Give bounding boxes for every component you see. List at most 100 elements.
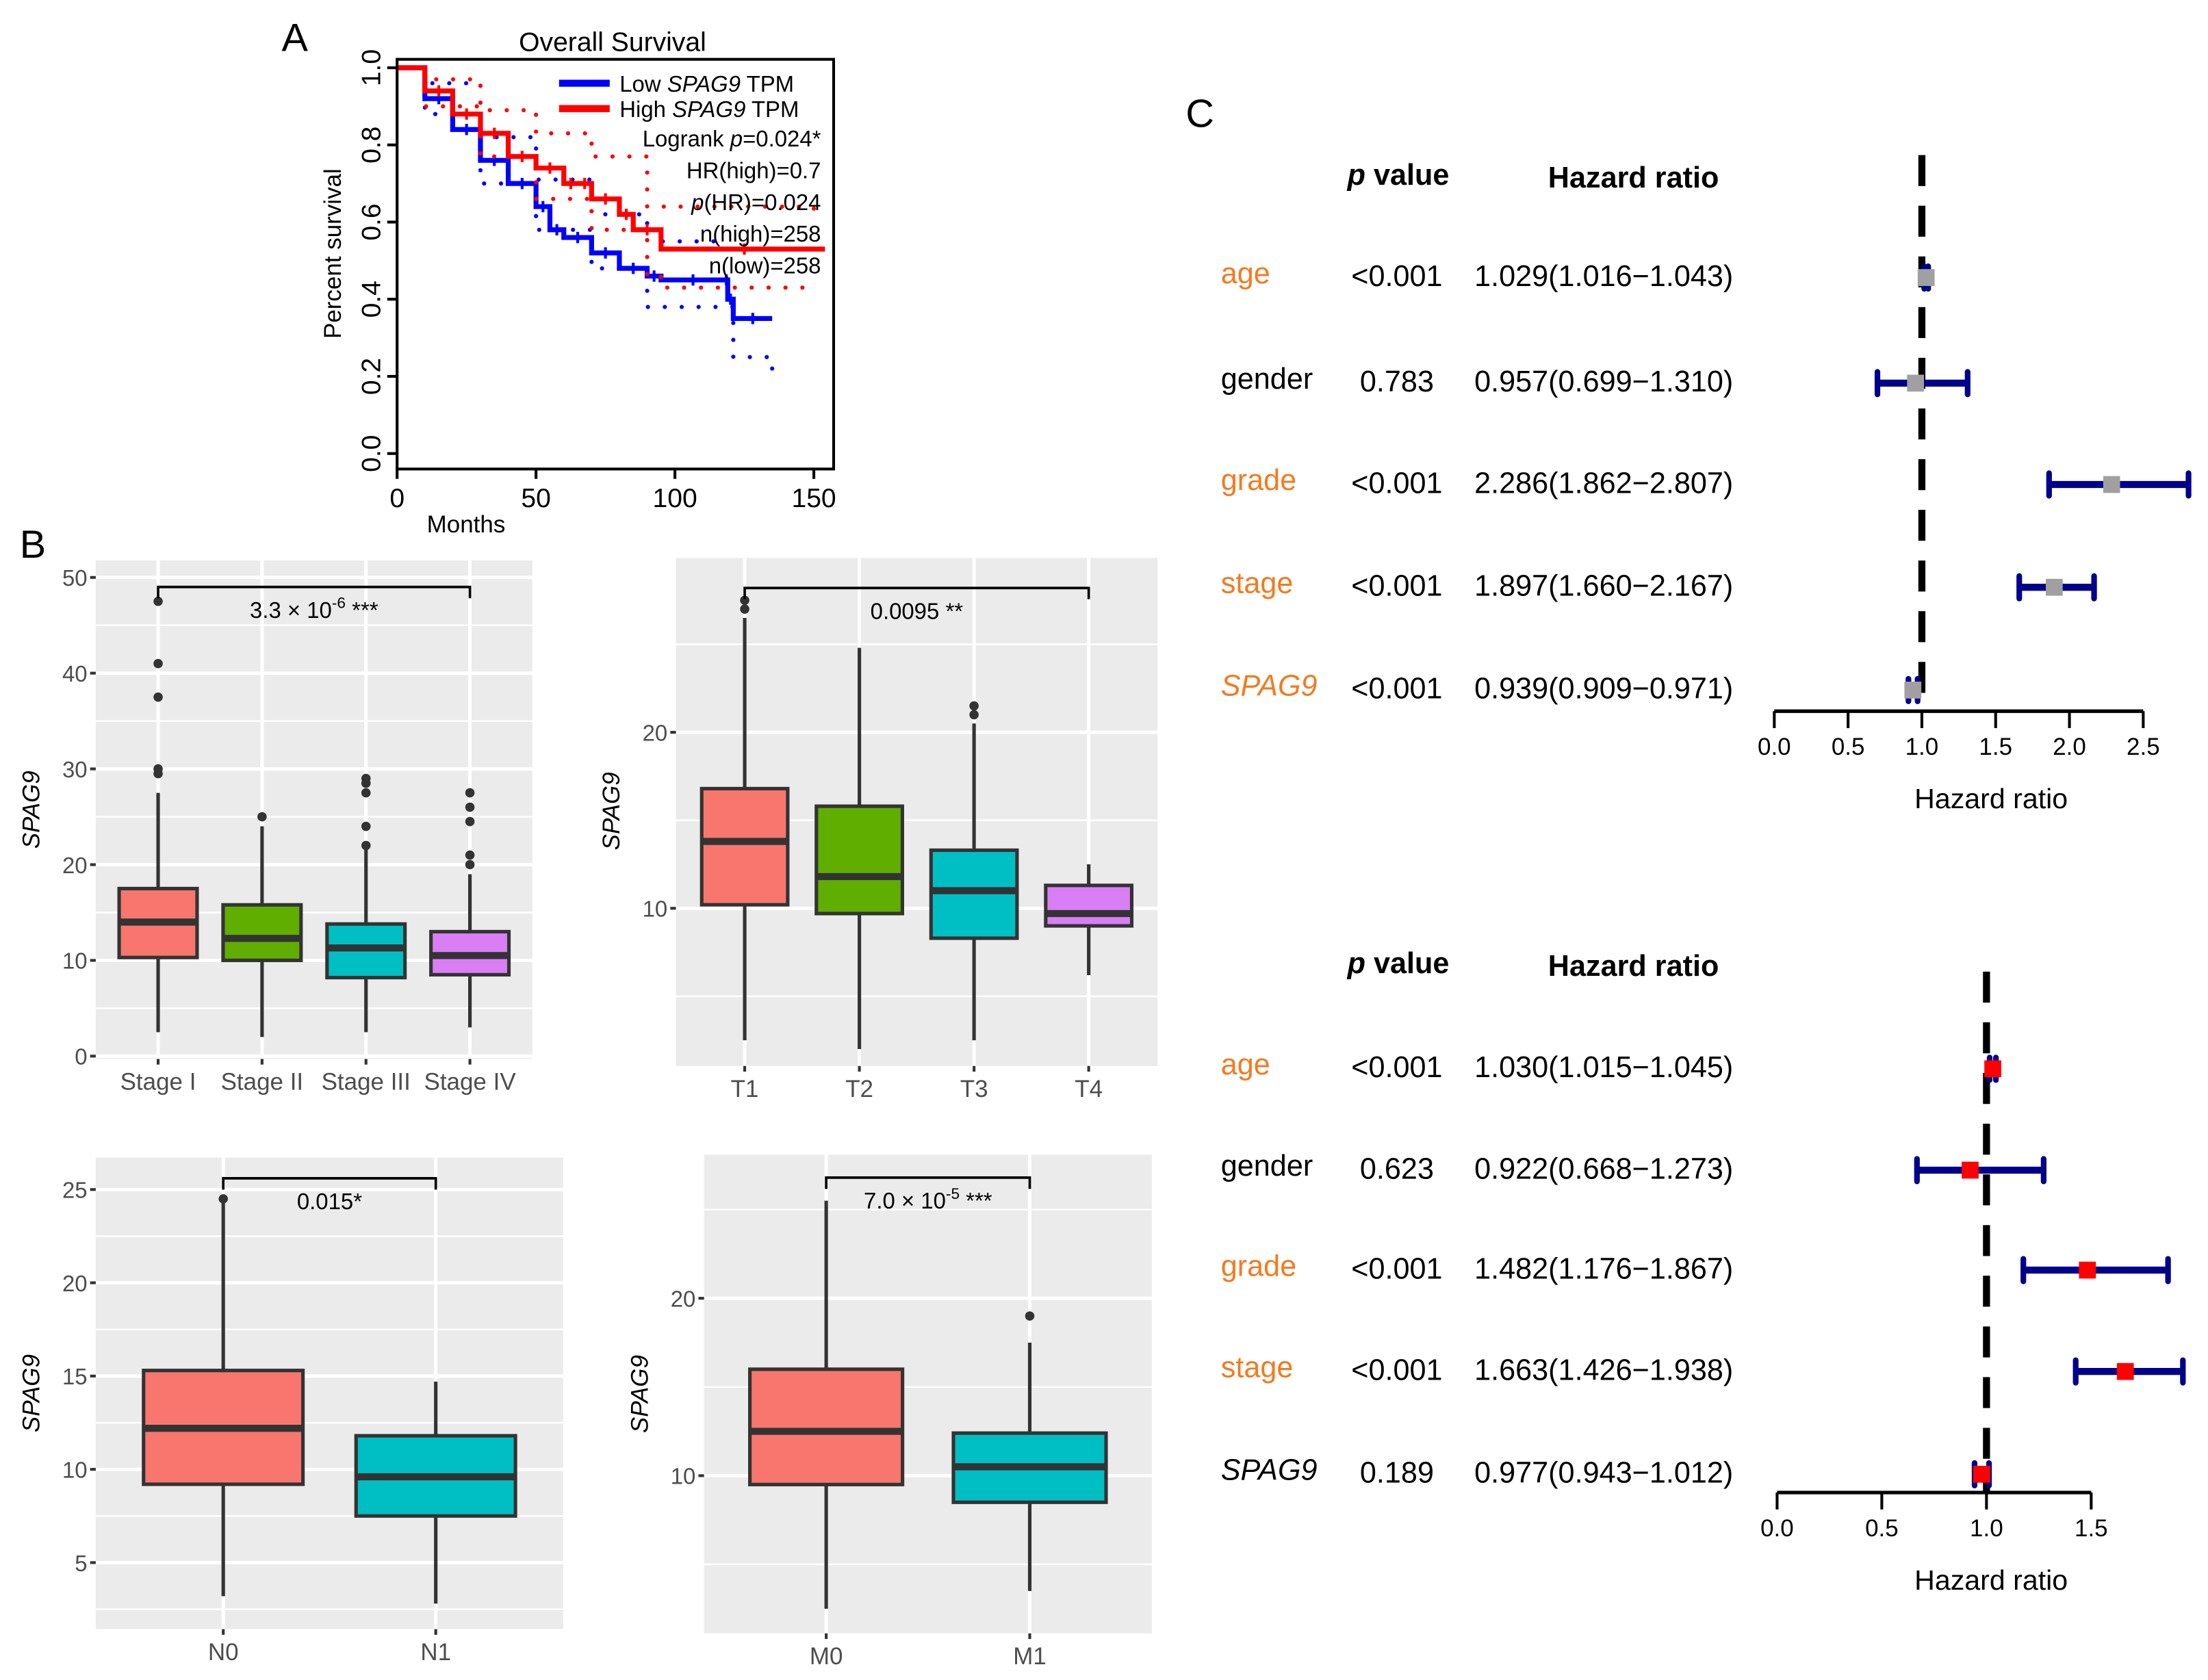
x-tick-label: 0 bbox=[389, 484, 405, 513]
box bbox=[1044, 883, 1134, 928]
x-tick-label: Stage I bbox=[120, 1069, 196, 1096]
text-span: p bbox=[691, 190, 704, 215]
header-hazard-ratio: Hazard ratio bbox=[1548, 950, 1719, 983]
x-tick-label: T3 bbox=[960, 1076, 988, 1102]
p-value: <0.001 bbox=[1351, 260, 1442, 293]
hazard-ratio-point bbox=[1917, 269, 1935, 286]
hazard-ratio-text: 0.939(0.909−0.971) bbox=[1474, 673, 1733, 706]
stat-text: n(high)=258 bbox=[700, 221, 821, 246]
forest-plots: p value Hazard ratio age <0.001 1.029(1.016−… bbox=[1221, 155, 2192, 1596]
y-tick-label: 0.6 bbox=[357, 203, 386, 240]
y-tick-label: 5 bbox=[75, 1551, 87, 1576]
hazard-ratio-point bbox=[1973, 1466, 1990, 1483]
variable-label: gender bbox=[1221, 1150, 1313, 1183]
outlier-point bbox=[153, 658, 163, 669]
y-tick-label: 1.0 bbox=[357, 49, 386, 86]
box bbox=[748, 1367, 905, 1486]
text-span: *** bbox=[960, 1188, 992, 1213]
hazard-ratio-point bbox=[2103, 476, 2120, 493]
y-tick-label: 0.4 bbox=[357, 281, 386, 318]
hazard-ratio-point bbox=[1904, 682, 1922, 699]
text-span: p bbox=[1347, 947, 1365, 980]
variable-label: age bbox=[1221, 257, 1270, 290]
hazard-ratio-point bbox=[2116, 1362, 2134, 1380]
y-tick-label: 20 bbox=[671, 1287, 696, 1312]
text-span: TPM bbox=[745, 96, 799, 122]
hazard-ratio-text: 1.029(1.016−1.043) bbox=[1474, 260, 1733, 293]
p-value: 0.623 bbox=[1360, 1152, 1434, 1185]
x-tick-label: 0.5 bbox=[1832, 734, 1865, 760]
survival-curve-1 bbox=[397, 65, 825, 252]
hazard-ratio-text: 2.286(1.862−2.807) bbox=[1474, 467, 1733, 500]
hazard-ratio-text: 1.897(1.660−2.167) bbox=[1474, 570, 1733, 603]
outlier-point bbox=[361, 840, 371, 851]
hazard-ratio-point bbox=[1962, 1161, 1979, 1179]
x-axis-label: Hazard ratio bbox=[1914, 783, 2068, 814]
y-tick-label: 20 bbox=[643, 720, 668, 745]
text-span: SPAG9 bbox=[672, 96, 745, 122]
outlier-point bbox=[257, 812, 267, 822]
p-value: <0.001 bbox=[1351, 1354, 1442, 1387]
variable-label: SPAG9 bbox=[1221, 1454, 1318, 1487]
hazard-ratio-point bbox=[1907, 374, 1925, 392]
text-span: HR(high)=0.7 bbox=[686, 158, 821, 183]
outlier-point bbox=[969, 710, 979, 720]
hazard-ratio-point bbox=[2079, 1261, 2096, 1279]
outlier-point bbox=[1025, 1311, 1035, 1321]
x-tick-label: 1.5 bbox=[1979, 734, 2012, 760]
y-tick-label: 0.0 bbox=[357, 435, 386, 472]
hazard-ratio-text: 0.977(0.943−1.012) bbox=[1474, 1457, 1733, 1490]
y-tick-label: 10 bbox=[671, 1464, 696, 1489]
outlier-point bbox=[218, 1194, 228, 1204]
variable-label: SPAG9 bbox=[1221, 670, 1318, 703]
survival-plot: Overall Survival 0 50 100 150 0.0 0.2 0.4 0.6 0.8… bbox=[320, 27, 836, 538]
x-tick-label: M0 bbox=[810, 1643, 843, 1670]
text-span: ** bbox=[939, 598, 963, 623]
box bbox=[221, 903, 303, 962]
box bbox=[699, 786, 790, 907]
text-span: *** bbox=[346, 597, 378, 623]
significance-label: 0.0095 ** bbox=[871, 598, 964, 623]
outlier-point bbox=[465, 788, 475, 798]
y-tick-label: 30 bbox=[62, 757, 88, 782]
panel-label-c: C bbox=[1185, 92, 1214, 135]
outlier-point bbox=[465, 850, 475, 860]
hazard-ratio-point bbox=[2045, 578, 2063, 596]
stat-text: HR(high)=0.7 bbox=[686, 158, 821, 183]
significance-bracket bbox=[743, 586, 1090, 599]
p-value: <0.001 bbox=[1351, 570, 1442, 603]
y-tick-label: 40 bbox=[62, 661, 88, 686]
y-tick-label: 10 bbox=[62, 1458, 88, 1483]
x-axis-label: Months bbox=[427, 511, 506, 538]
box bbox=[814, 804, 904, 916]
hazard-ratio-text: 1.030(1.015−1.045) bbox=[1474, 1051, 1733, 1084]
header-hazard-ratio: Hazard ratio bbox=[1548, 161, 1719, 194]
hazard-ratio-point bbox=[1984, 1060, 2001, 1078]
text-span: value bbox=[1365, 159, 1449, 192]
text-span: Low bbox=[619, 71, 667, 96]
hazard-ratio-text: 0.957(0.699−1.310) bbox=[1474, 365, 1733, 398]
text-span: -6 bbox=[332, 595, 346, 612]
y-axis-label: SPAG9 bbox=[626, 1355, 653, 1433]
stat-text: n(low)=258 bbox=[709, 253, 821, 278]
y-tick-label: 20 bbox=[62, 853, 88, 878]
y-axis-label: SPAG9 bbox=[598, 772, 625, 850]
text-span: n(low)=258 bbox=[709, 253, 821, 278]
y-tick-label: 0.2 bbox=[357, 358, 386, 395]
x-tick-label: Stage IV bbox=[424, 1069, 517, 1096]
text-span: p bbox=[1347, 159, 1365, 192]
significance-bracket bbox=[222, 1177, 437, 1190]
stat-text: Logrank p=0.024* bbox=[643, 126, 821, 151]
variable-label: grade bbox=[1221, 464, 1296, 497]
boxplot-B-T: T1 T2 T3 T4 10 20 SPAG9 0.0095 ** bbox=[598, 554, 1158, 1102]
outlier-point bbox=[153, 692, 163, 702]
y-axis-label: SPAG9 bbox=[18, 1354, 45, 1432]
y-tick-label: 25 bbox=[62, 1178, 88, 1203]
text-span: 0.015* bbox=[297, 1189, 362, 1214]
y-tick-label: 15 bbox=[62, 1364, 88, 1389]
p-value: <0.001 bbox=[1351, 673, 1442, 706]
y-tick-label: 20 bbox=[62, 1271, 88, 1296]
variable-label: stage bbox=[1221, 567, 1294, 599]
y-tick-label: 10 bbox=[643, 896, 668, 922]
